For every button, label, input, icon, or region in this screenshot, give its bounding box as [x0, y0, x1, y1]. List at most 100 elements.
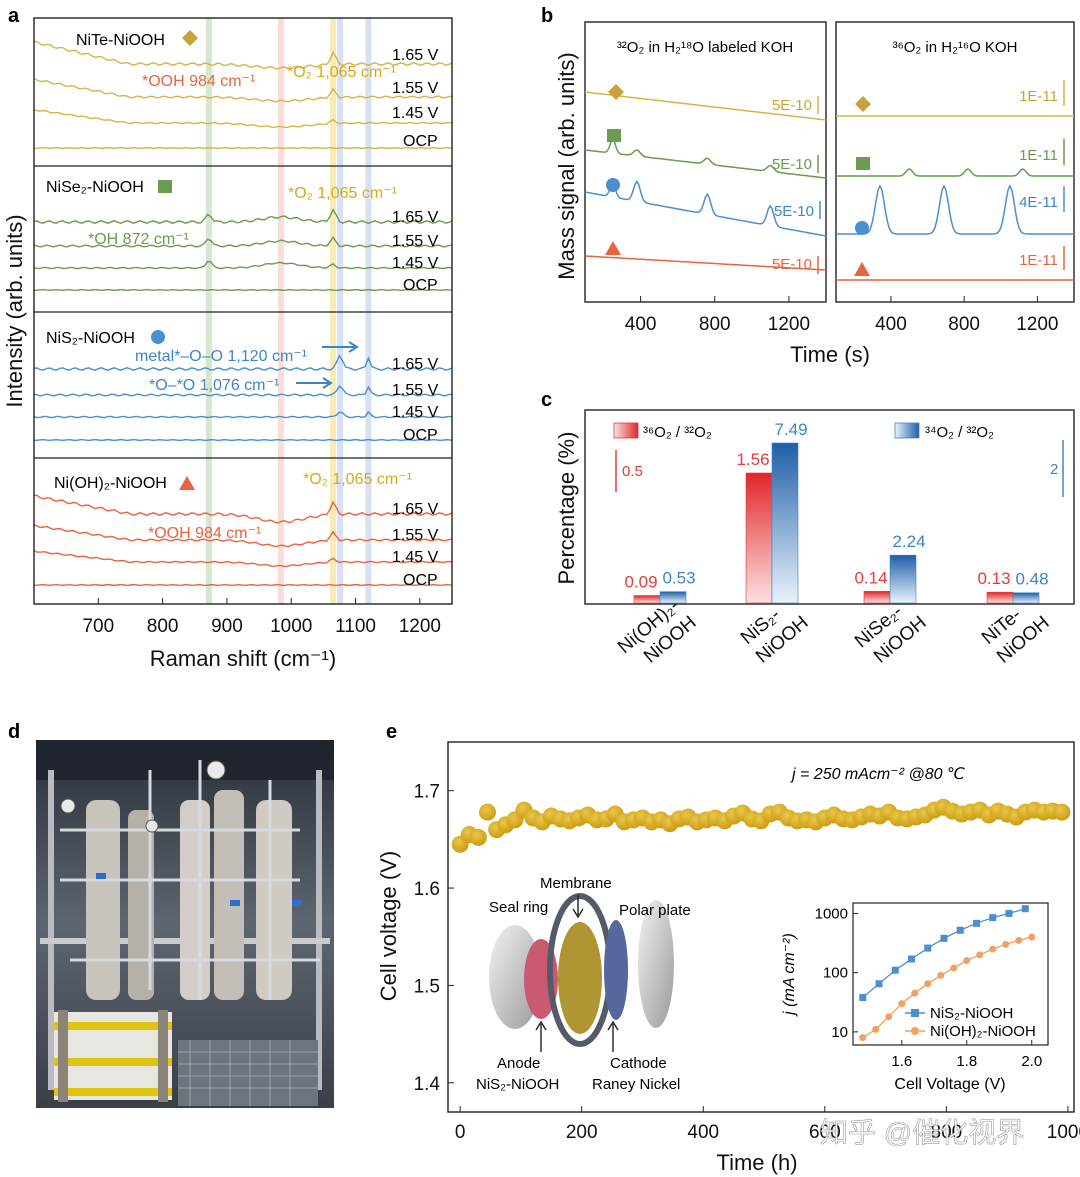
inset-point-nis: [1021, 905, 1029, 913]
category-label: NiSe₂-NiOOH: [851, 594, 931, 671]
gauge-icon: [206, 760, 226, 780]
vessel: [180, 800, 210, 1000]
x-tick-label: 200: [566, 1122, 598, 1143]
highlight-band: [365, 18, 372, 604]
x-tick-label: 1200: [399, 616, 441, 637]
bar-value-label-34o2: 7.49: [774, 420, 807, 439]
panel-b-x-ticks: 400 800 1200 400 800 1200: [625, 296, 1059, 335]
raman-name-nite: NiTe-NiOOH: [76, 32, 165, 49]
curve-label: 1.55 V: [392, 382, 439, 399]
x-tick-label: 400: [875, 314, 907, 335]
inset-frame: [852, 902, 1049, 1046]
annotation-nioh-o2: *O₂ 1,065 cm⁻¹: [303, 471, 412, 488]
triangle-marker-icon: [605, 241, 621, 255]
circle-marker-icon: [855, 221, 869, 235]
vessel: [128, 810, 154, 1000]
x-tick-label: 400: [687, 1122, 719, 1143]
bar-34o2: [659, 591, 687, 604]
triangle-marker-icon: [854, 262, 870, 276]
inset-point-nioh: [963, 957, 971, 965]
schematic-label-seal-ring: Seal ring: [489, 899, 548, 916]
inset-point-nis: [924, 944, 932, 952]
arrow-down-icon: [572, 895, 584, 919]
inset-x-tick-label: 1.8: [956, 1053, 977, 1070]
bar-36o2: [633, 595, 661, 604]
bar-value-label-36o2: 0.09: [624, 573, 657, 592]
legend-swatch-36o2: [613, 422, 639, 439]
scale-label: 1E-11: [1019, 88, 1058, 105]
panel-e-condition: j = 250 mAcm⁻² @80 ℃: [790, 766, 965, 783]
panel-label-c: c: [541, 389, 552, 411]
curve-label: 1.55 V: [392, 233, 439, 250]
x-tick-label: 1100: [335, 616, 376, 637]
curve-label: OCP: [403, 572, 438, 589]
inset-legend-marker: [911, 1009, 919, 1017]
panel-label-b: b: [541, 5, 553, 27]
vessel: [256, 800, 292, 1000]
raman-spectrum-line: [33, 108, 453, 129]
raman-spectrum-line: [33, 385, 453, 397]
inset-y-tick-label: 10: [831, 1024, 848, 1041]
scale-label: 4E-11: [1019, 194, 1058, 211]
mass-signal-line: [584, 91, 827, 121]
annotation-nioh-ooh: *OOH 984 cm⁻¹: [148, 525, 261, 542]
curve-label: 1.65 V: [392, 501, 439, 518]
y-tick-label: 1.6: [414, 879, 440, 900]
legend-label-34o2: ³⁴O₂ / ³²O₂: [925, 424, 994, 441]
panel-a-x-ticks: 700 800 900 1000 1100 1200: [82, 598, 441, 637]
curve-label: OCP: [403, 277, 438, 294]
raman-spectrum-line: [33, 410, 453, 419]
scale-label: 5E-10: [772, 256, 812, 273]
curve-label: 1.45 V: [392, 404, 439, 421]
inset-point-nioh: [859, 1034, 867, 1042]
raman-name-nioh: Ni(OH)₂-NiOOH: [54, 475, 167, 492]
curve-label: 1.65 V: [392, 356, 439, 373]
annotation-nis-metal-oo: metal*–O–O 1,120 cm⁻¹: [135, 348, 307, 365]
inset-legend-nioh: Ni(OH)₂-NiOOH: [930, 1023, 1036, 1040]
panel-b-ylabel: Mass signal (arb. units): [554, 52, 579, 279]
mass-signal-line: [584, 180, 827, 237]
bar-34o2: [889, 554, 917, 604]
highlight-band: [277, 18, 284, 604]
curve-label: 1.45 V: [392, 255, 439, 272]
raman-spectrum-line: [33, 146, 453, 150]
panel-e-ticks: 0 200 400 600 800 1000 1.4 1.5 1.6 1.7: [414, 782, 1080, 1143]
inset-legend-marker: [911, 1027, 919, 1035]
inset-point-nioh: [1002, 940, 1010, 948]
legend-label-36o2: ³⁶O₂ / ³²O₂: [643, 424, 712, 441]
panel-a-xlabel: Raman shift (cm⁻¹): [150, 646, 336, 671]
x-tick-label: 1200: [768, 314, 810, 335]
scale-label-blue: 2: [1050, 461, 1058, 478]
x-tick-label: 700: [82, 616, 114, 637]
x-tick-label: 800: [147, 616, 179, 637]
inset-x-tick-label: 1.6: [891, 1053, 912, 1070]
x-tick-label: 0: [455, 1122, 466, 1143]
scale-label-red: 0.5: [622, 463, 643, 480]
x-tick-label: 800: [948, 314, 980, 335]
panel-e-ylabel: Cell voltage (V): [376, 851, 401, 1001]
diamond-marker-icon: [855, 96, 871, 112]
x-tick-label: 400: [625, 314, 657, 335]
stack-band: [54, 1088, 172, 1096]
pipes: [60, 760, 320, 1000]
bar-marks: 0.09 0.53 1.56 7.49 0.14 2.24 0.13 0.48: [624, 420, 1049, 604]
category-label: NiS₂-NiOOH: [737, 594, 813, 668]
schematic-label-membrane: Membrane: [540, 875, 612, 892]
schematic-label-cathode-material: Raney Nickel: [592, 1076, 680, 1093]
inset-point-nioh: [885, 1013, 893, 1021]
electrolyzer-schematic: Membrane Seal ring Polar plate Anode NiS…: [476, 875, 691, 1093]
arrow-right-icon: [296, 377, 333, 389]
panel-a-raman: 700 800 900 1000 1100 1200 Raman shift (cm⁻¹)…: [2, 17, 453, 671]
panel-c-ylabel: Percentage (%): [554, 432, 579, 585]
panel-b-xlabel: Time (s): [790, 342, 870, 367]
curve-label: 1.45 V: [392, 105, 439, 122]
highlight-band: [330, 18, 337, 604]
inset-point-nis: [891, 966, 899, 974]
inset-jv: 1.6 1.8 2.0 10 100 1000 Cell Voltage (V) j (m…: [781, 902, 1049, 1093]
panel-b-frame-left: [584, 21, 827, 303]
bar-36o2: [863, 591, 891, 604]
scale-label: 1E-11: [1019, 252, 1058, 269]
bar-value-label-36o2: 0.13: [977, 569, 1010, 588]
annotation-nite-ooh: *OOH 984 cm⁻¹: [142, 73, 255, 90]
annotation-nis-oo: *O–*O 1,076 cm⁻¹: [149, 377, 279, 394]
